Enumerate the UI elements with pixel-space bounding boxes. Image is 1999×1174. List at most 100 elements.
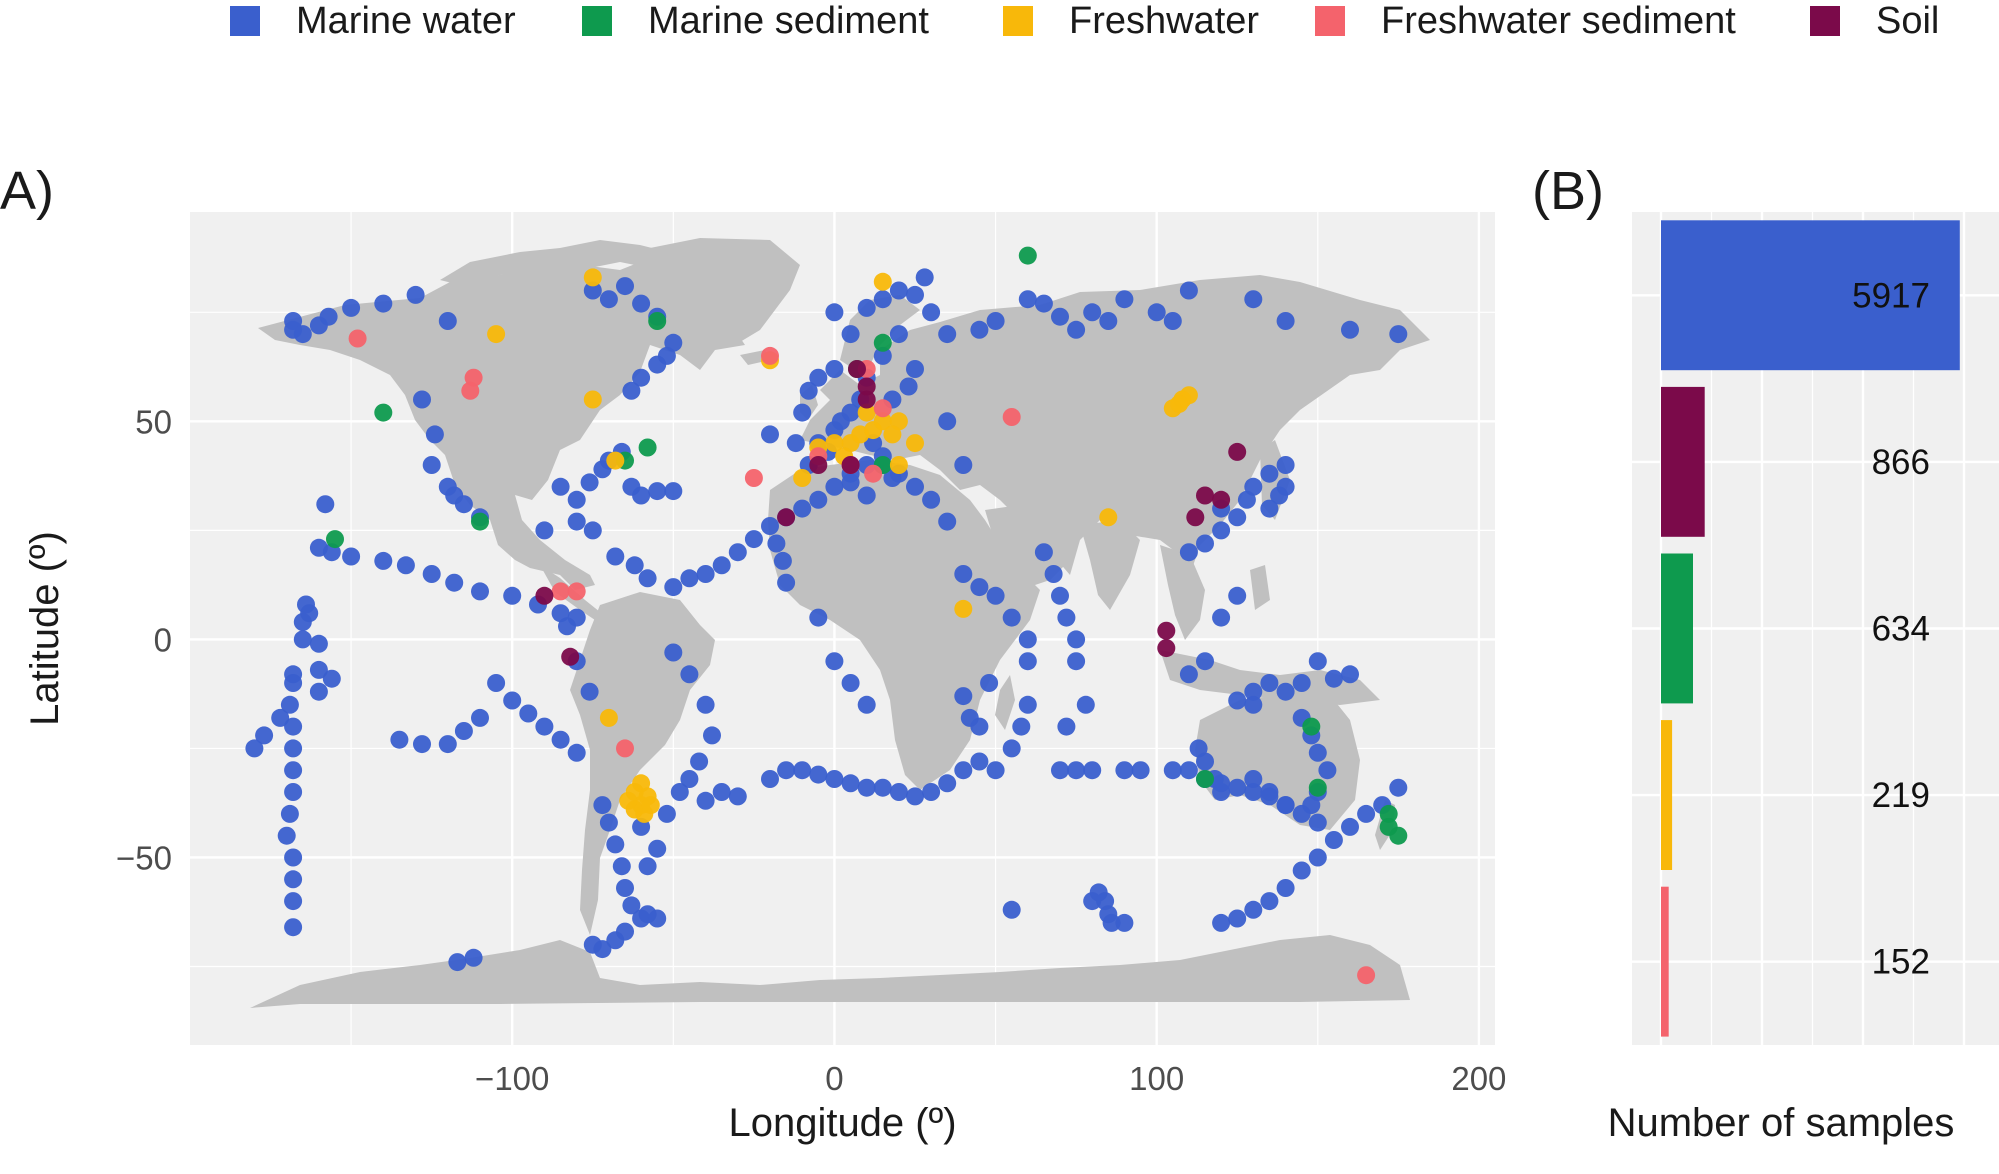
sample-point	[1196, 770, 1214, 788]
sample-point	[632, 294, 651, 313]
map-y-tick-label: 50	[135, 403, 172, 440]
sample-point	[873, 412, 892, 431]
sample-point	[906, 477, 924, 496]
sample-point	[1276, 682, 1295, 701]
sample-point	[1244, 290, 1263, 309]
sample-point	[448, 953, 467, 972]
sample-point	[1186, 508, 1205, 527]
sample-point	[293, 630, 312, 649]
sample-point	[599, 708, 618, 727]
sample-point	[1018, 695, 1037, 714]
map-panel: −100 0 100 200 −50 0 50 Longitude (º) Latitud…	[23, 212, 1506, 1145]
sample-point	[648, 909, 667, 928]
sample-point	[606, 451, 625, 470]
legend-label: Marine water	[296, 0, 516, 42]
sample-point	[761, 770, 779, 788]
sample-point	[680, 770, 699, 788]
sample-point	[567, 582, 586, 601]
sample-point	[761, 425, 779, 444]
bar-value-label: 219	[1872, 776, 1930, 815]
map-x-tick-label: 100	[1129, 1060, 1184, 1097]
sample-point	[284, 783, 303, 801]
sample-point	[1018, 246, 1037, 265]
sample-point	[793, 403, 812, 422]
sample-point	[632, 486, 651, 505]
sample-point	[1379, 804, 1398, 823]
sample-point	[889, 783, 908, 801]
legend-label: Soil	[1876, 0, 1940, 42]
sample-point	[326, 530, 344, 549]
sample-point	[641, 796, 660, 815]
sample-point	[1196, 486, 1214, 505]
sample-point	[593, 796, 612, 815]
sample-point	[960, 708, 979, 727]
sample-point	[857, 377, 876, 396]
sample-point	[1302, 717, 1321, 736]
bar-value-labels: 5917 866 634 219 152	[1852, 276, 1930, 981]
sample-point	[1163, 761, 1182, 780]
map-gridlines	[190, 212, 1495, 1045]
sample-point	[374, 551, 393, 570]
sample-point	[954, 599, 973, 618]
sample-point	[1212, 521, 1231, 540]
sample-point	[1189, 739, 1208, 758]
sample-point	[1341, 665, 1359, 684]
sample-point	[1196, 652, 1214, 671]
sample-point	[986, 586, 1005, 605]
sample-point	[761, 346, 779, 365]
sample-point	[864, 464, 883, 483]
sample-point	[583, 268, 602, 287]
sample-point	[906, 434, 924, 453]
sample-point	[348, 329, 367, 348]
sample-point	[1131, 761, 1150, 780]
sample-point	[1308, 652, 1327, 671]
sample-point	[657, 804, 676, 823]
sample-point	[284, 739, 303, 758]
sample-point	[1244, 770, 1263, 788]
sample-point	[1276, 879, 1295, 897]
sample-point	[680, 569, 699, 588]
sample-point	[558, 617, 576, 636]
sample-point	[906, 787, 924, 806]
sample-point	[777, 761, 796, 780]
sample-point	[899, 377, 918, 396]
sample-point	[1157, 621, 1176, 640]
sample-point	[390, 730, 409, 749]
sample-point	[841, 774, 860, 793]
sample-point	[857, 778, 876, 797]
bar-series	[1661, 220, 1960, 1037]
sample-point	[551, 730, 570, 749]
sample-point	[583, 935, 602, 954]
sample-point	[1018, 630, 1037, 649]
sample-point	[342, 547, 361, 566]
sample-point	[1018, 652, 1037, 671]
sample-point	[1163, 312, 1182, 330]
sample-point	[954, 456, 973, 474]
sample-point	[284, 918, 303, 937]
sample-point	[425, 425, 444, 444]
sample-point	[293, 325, 312, 344]
sample-point	[622, 896, 641, 915]
sample-point	[809, 368, 828, 387]
sample-point	[777, 573, 796, 592]
sample-point	[406, 285, 425, 304]
sample-point	[761, 517, 779, 535]
sample-point	[1067, 652, 1086, 671]
bar-value-label: 5917	[1852, 276, 1930, 315]
legend-swatch	[1003, 6, 1033, 36]
sample-point	[374, 294, 393, 313]
sample-point	[1002, 608, 1021, 627]
sample-point	[319, 307, 338, 326]
sample-point	[583, 521, 602, 540]
sample-point	[938, 512, 957, 531]
sample-point	[825, 770, 844, 788]
sample-point	[954, 565, 973, 583]
sample-point	[648, 355, 667, 374]
sample-point	[703, 726, 721, 745]
sample-point	[1179, 761, 1198, 780]
sample-point	[809, 608, 828, 627]
sample-point	[606, 931, 625, 950]
sample-point	[889, 325, 908, 344]
sample-point	[461, 381, 480, 400]
sample-point	[580, 473, 599, 492]
